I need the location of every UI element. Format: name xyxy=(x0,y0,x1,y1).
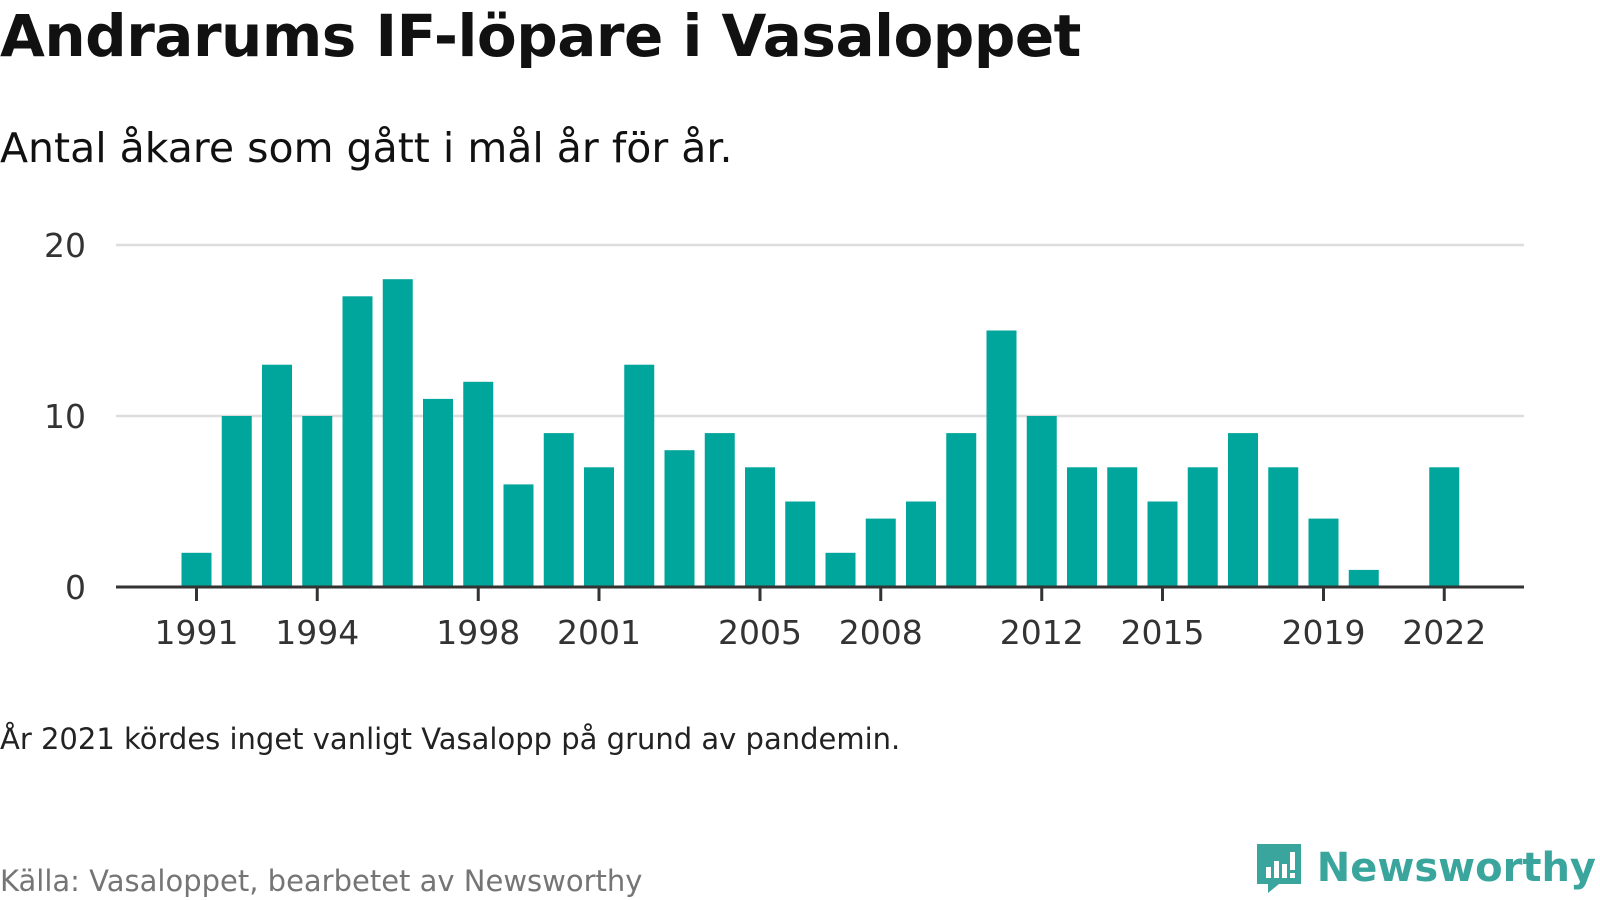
x-tick-label: 2015 xyxy=(1121,613,1205,652)
bar-2011 xyxy=(986,330,1017,587)
bar-2013 xyxy=(1067,467,1097,587)
bar-2005 xyxy=(745,467,775,587)
gridlines xyxy=(116,243,1524,418)
chart-subtitle: Antal åkare som gått i mål år för år. xyxy=(0,124,733,172)
bar-1995 xyxy=(342,296,373,587)
x-tick-label: 1991 xyxy=(155,613,239,652)
x-tick-label: 2012 xyxy=(1000,613,1084,652)
x-axis-labels: 1991 1994 1998 2001 2005 2008 2012 2015 2019 2022 xyxy=(155,613,1487,652)
x-tick-label: 2019 xyxy=(1282,613,1366,652)
bar-chart: 0 10 20 1991 1994 1998 2001 2005 2008 2012 2015 20… xyxy=(44,226,1524,652)
bar-2002 xyxy=(624,364,655,587)
bar-2019 xyxy=(1308,518,1339,587)
y-tick-label: 20 xyxy=(44,226,86,265)
x-tick-label: 2008 xyxy=(839,613,923,652)
chart-note: År 2021 kördes inget vanligt Vasalopp på… xyxy=(0,722,901,756)
bar-2022 xyxy=(1429,467,1460,587)
source-text: Källa: Vasaloppet, bearbetet av Newswort… xyxy=(0,864,643,898)
bar-2009 xyxy=(906,501,936,587)
bar-2007 xyxy=(825,552,856,587)
bar-1993 xyxy=(262,364,292,587)
bar-2017 xyxy=(1228,433,1258,587)
bar-1992 xyxy=(221,416,252,587)
x-tick-label: 1998 xyxy=(436,613,520,652)
bars xyxy=(181,279,1460,587)
brand-name: Newsworthy xyxy=(1316,845,1596,891)
newsworthy-brand: Newsworthy xyxy=(1253,842,1596,894)
bar-2008 xyxy=(865,518,896,587)
newsworthy-logo-icon xyxy=(1256,844,1301,893)
x-tick-label: 2022 xyxy=(1402,613,1486,652)
chart-title: Andrarums IF-löpare i Vasaloppet xyxy=(0,2,1081,70)
bar-2004 xyxy=(704,433,735,587)
bar-2000 xyxy=(543,433,574,587)
y-axis-labels: 0 10 20 xyxy=(44,226,86,607)
bar-1997 xyxy=(423,398,453,587)
bar-1994 xyxy=(302,416,333,587)
bar-1996 xyxy=(382,279,413,587)
bar-1998 xyxy=(463,381,494,587)
bar-2016 xyxy=(1187,467,1218,587)
x-tick-label: 1994 xyxy=(275,613,359,652)
bar-2001 xyxy=(584,467,614,587)
y-tick-label: 10 xyxy=(44,397,86,436)
bar-2010 xyxy=(946,433,977,587)
x-tick-label: 2001 xyxy=(557,613,641,652)
bar-1991 xyxy=(181,552,212,587)
y-tick-label: 0 xyxy=(65,568,86,607)
bar-2015 xyxy=(1147,501,1178,587)
bar-2006 xyxy=(785,501,816,587)
x-axis xyxy=(116,585,1524,601)
bar-2020 xyxy=(1348,569,1379,587)
x-tick-label: 2005 xyxy=(718,613,802,652)
bar-1999 xyxy=(503,484,534,587)
bar-2003 xyxy=(664,450,695,587)
bar-2014 xyxy=(1107,467,1138,587)
bar-2018 xyxy=(1268,467,1299,587)
bar-2012 xyxy=(1026,416,1057,587)
